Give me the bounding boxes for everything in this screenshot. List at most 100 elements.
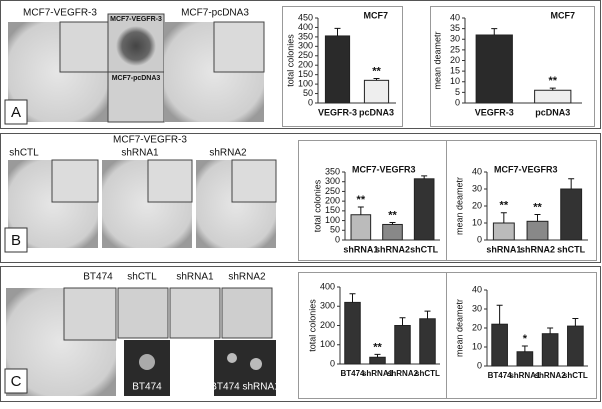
y-axis-label: mean deametr [454, 299, 464, 357]
y-tick-label: 150 [298, 69, 313, 79]
bar [541, 333, 559, 367]
y-tick-label: 40 [450, 12, 460, 22]
x-tick-label: BT474 [340, 369, 365, 378]
x-tick-label: shRNA2 [375, 244, 410, 254]
photo-label: shRNA2 [228, 272, 266, 283]
x-tick-label: shRNA2 [535, 371, 567, 380]
chart-frame [446, 140, 597, 261]
photo-cell [227, 353, 237, 363]
bar [350, 214, 372, 241]
significance: ** [373, 341, 382, 353]
photo-label: MCF7-VEGFR-3 [23, 8, 97, 19]
panel-label: A [11, 104, 21, 121]
chart-title: MCF7 [551, 10, 576, 20]
error-bar [496, 304, 503, 325]
chart-frame [446, 272, 597, 399]
y-tick-label: 5 [455, 87, 460, 97]
error-bar [521, 345, 528, 352]
significance: ** [357, 194, 366, 206]
bar [382, 223, 403, 241]
x-tick-label: VEGFR-3 [318, 107, 357, 117]
y-tick-label: 0 [330, 358, 335, 368]
x-tick-label: shCTL [557, 244, 586, 254]
y-axis-label: mean deametr [454, 177, 464, 235]
y-tick-label: 20 [472, 200, 482, 210]
y-tick-label: 250 [325, 186, 340, 196]
y-tick-label: 30 [472, 303, 482, 313]
y-tick-label: 400 [320, 281, 335, 291]
significance: ** [372, 65, 381, 77]
y-tick-label: 300 [320, 301, 335, 311]
y-tick-label: 20 [450, 55, 460, 65]
y-tick-label: 100 [320, 339, 335, 349]
photo-inset [221, 287, 273, 339]
photo-label: MCF7-VEGFR-3 [110, 16, 162, 23]
bar [419, 318, 436, 365]
photo-label: BT474 [132, 382, 162, 393]
y-tick-label: 10 [472, 217, 482, 227]
y-tick-label: 35 [450, 23, 460, 33]
x-tick-label: shRNA1 [486, 244, 521, 254]
x-tick-label: shCTL [563, 371, 588, 380]
x-tick-label: shRNA1 [362, 369, 394, 378]
y-tick-label: 50 [330, 225, 340, 235]
y-tick-label: 0 [335, 234, 340, 244]
panel-label: B [11, 232, 21, 249]
chart-title: MCF7-VEGFR3 [494, 164, 558, 174]
y-axis-label: total colonies [285, 34, 295, 87]
photo-cell [139, 354, 155, 370]
x-tick-label: shCTL [410, 244, 439, 254]
bar [516, 351, 534, 367]
bar [324, 35, 351, 104]
y-tick-label: 0 [477, 234, 482, 244]
y-tick-label: 200 [325, 196, 340, 206]
error-bar [534, 214, 541, 222]
significance: * [523, 333, 528, 345]
y-tick-label: 100 [325, 215, 340, 225]
panel-frame [0, 133, 601, 263]
y-tick-label: 400 [298, 22, 313, 32]
bar [534, 89, 572, 104]
y-tick-label: 450 [298, 12, 313, 22]
x-tick-label: shRNA1 [509, 371, 541, 380]
y-tick-label: 25 [450, 44, 460, 54]
error-bar [399, 317, 406, 326]
photo-microscopy [214, 340, 276, 396]
y-axis-label: total colonies [312, 179, 322, 232]
bar [491, 323, 508, 367]
y-tick-label: 0 [477, 360, 482, 370]
x-tick-label: VEGFR-3 [475, 107, 514, 117]
chart-title: MCF7-VEGFR3 [352, 164, 416, 174]
bar [475, 34, 513, 104]
error-bar [374, 353, 381, 358]
bar [363, 79, 390, 104]
y-tick-label: 200 [298, 60, 313, 70]
photo-inset [231, 159, 277, 203]
y-tick-label: 350 [298, 31, 313, 41]
chart-frame [430, 6, 595, 127]
bar [567, 325, 584, 367]
error-bar [334, 27, 341, 36]
panel-label-box [4, 99, 28, 125]
photo-inset [59, 21, 109, 73]
photo-label: BT474 [83, 272, 113, 283]
y-axis-label: total colonies [307, 299, 317, 352]
x-tick-label: shRNA1 [343, 244, 378, 254]
x-tick-label: pcDNA3 [535, 107, 570, 117]
photo-label: MCF7-pcDNA3 [112, 75, 161, 82]
photo-inset [147, 159, 193, 203]
photo-label: shRNA2 [209, 148, 247, 159]
photo-cell [250, 358, 262, 370]
y-tick-label: 150 [325, 205, 340, 215]
error-bar [421, 175, 428, 179]
panel-label-box [4, 368, 28, 394]
y-tick-label: 30 [472, 183, 482, 193]
bar [369, 356, 386, 365]
y-tick-label: 100 [298, 78, 313, 88]
chart-title: MCF7 [364, 10, 389, 20]
x-tick-label: pcDNA3 [359, 107, 394, 117]
y-tick-label: 0 [308, 97, 313, 107]
y-tick-label: 300 [298, 41, 313, 51]
error-bar [547, 327, 554, 334]
x-tick-label: shRNA2 [520, 244, 555, 254]
